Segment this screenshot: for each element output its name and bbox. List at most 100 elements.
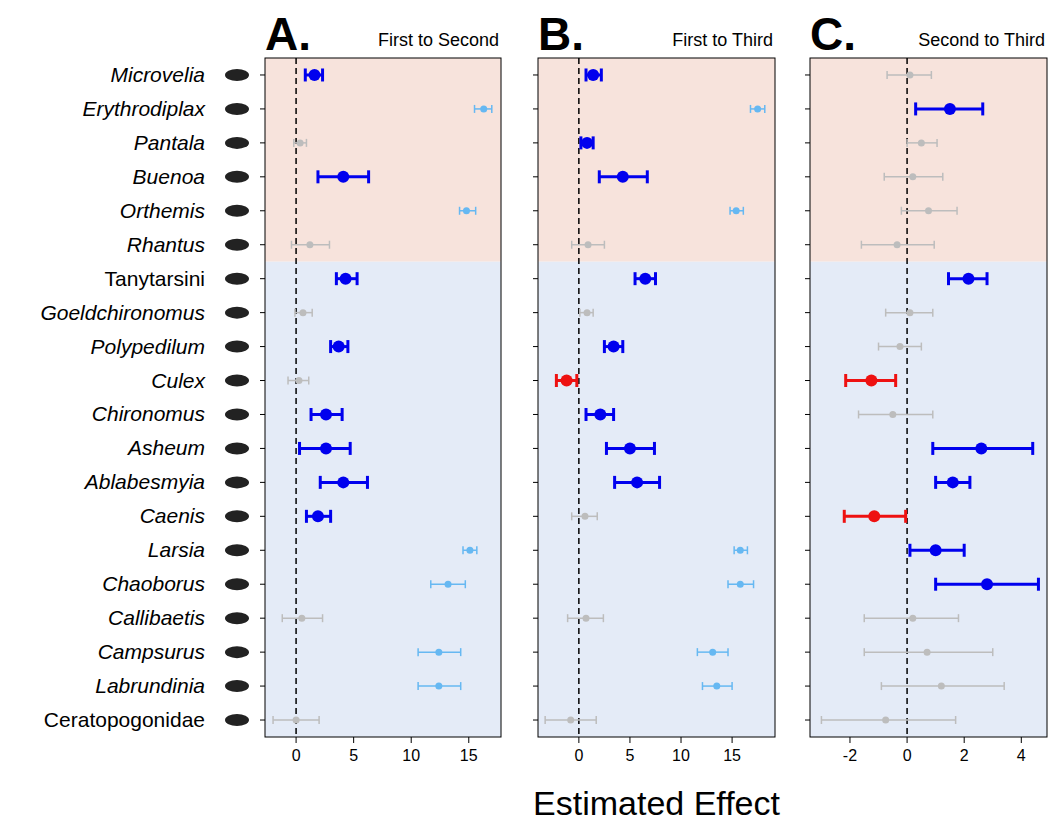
x-tick — [578, 737, 579, 743]
point — [298, 615, 305, 622]
point — [337, 476, 349, 488]
point — [909, 173, 916, 180]
error-bar — [864, 648, 992, 656]
y-tick — [533, 176, 538, 177]
error-cap — [885, 309, 887, 317]
error-bar — [311, 408, 342, 421]
error-cap — [291, 241, 293, 249]
error-cap — [697, 648, 699, 656]
error-cap — [931, 442, 934, 455]
error-bar — [568, 614, 604, 622]
error-cap — [934, 578, 937, 591]
point — [865, 375, 877, 387]
category-label: Microvelia — [110, 63, 205, 86]
error-cap — [653, 442, 656, 455]
y-tick — [260, 516, 265, 517]
point — [581, 513, 588, 520]
y-tick — [805, 380, 810, 381]
error-bar — [901, 207, 957, 215]
error-cap — [933, 241, 935, 249]
background-top — [265, 58, 501, 262]
error-cap — [555, 374, 558, 387]
x-tick-label: 2 — [960, 747, 969, 764]
error-cap — [598, 170, 601, 183]
error-cap — [864, 648, 866, 656]
y-tick — [533, 142, 538, 143]
y-tick — [260, 346, 265, 347]
error-cap — [460, 682, 462, 690]
error-bar — [545, 716, 596, 724]
y-tick — [260, 550, 265, 551]
icon — [225, 680, 249, 692]
error-bar — [635, 272, 655, 285]
y-tick — [533, 108, 538, 109]
error-cap — [603, 614, 605, 622]
category-label: Labrundinia — [95, 674, 205, 697]
error-cap — [305, 510, 308, 523]
error-cap — [417, 648, 419, 656]
point — [947, 476, 959, 488]
y-tick — [533, 74, 538, 75]
panel-letter: C. — [810, 8, 856, 60]
x-tick — [907, 737, 908, 743]
y-tick — [260, 142, 265, 143]
error-bar — [728, 580, 754, 588]
error-cap — [621, 340, 624, 353]
error-cap — [605, 442, 608, 455]
y-tick — [805, 516, 810, 517]
error-cap — [310, 408, 313, 421]
point — [624, 442, 636, 454]
point — [896, 343, 903, 350]
point — [868, 510, 880, 522]
y-tick — [805, 414, 810, 415]
panel: MicroveliaErythrodiplaxPantalaBuenoaOrth… — [40, 8, 501, 764]
error-bar — [418, 682, 461, 690]
category-label: Polypedilum — [91, 335, 205, 358]
error-cap — [430, 580, 432, 588]
x-tick — [1021, 737, 1022, 743]
y-tick — [533, 210, 538, 211]
point — [962, 273, 974, 285]
error-bar — [431, 580, 466, 588]
error-cap — [936, 139, 938, 147]
panel-title: First to Second — [378, 30, 499, 50]
y-tick — [805, 312, 810, 313]
error-cap — [308, 377, 310, 385]
error-bar — [556, 374, 576, 387]
y-tick — [533, 244, 538, 245]
panel: 051015B.First to ThirdEstimated Effect — [533, 8, 781, 822]
error-bar — [859, 410, 933, 418]
error-cap — [702, 682, 704, 690]
y-tick — [260, 312, 265, 313]
x-tick-label: 5 — [349, 747, 358, 764]
point — [340, 273, 352, 285]
error-cap — [942, 173, 944, 181]
category-label: Callibaetis — [108, 606, 205, 629]
error-cap — [821, 716, 823, 724]
error-bar — [305, 68, 322, 81]
error-bar — [581, 136, 593, 149]
x-tick-label: 10 — [672, 747, 690, 764]
y-tick — [805, 176, 810, 177]
error-cap — [646, 170, 649, 183]
error-cap — [585, 68, 588, 81]
icon — [225, 171, 249, 183]
point — [713, 683, 720, 690]
point — [889, 411, 896, 418]
y-tick — [805, 142, 810, 143]
point — [709, 649, 716, 656]
error-cap — [335, 272, 338, 285]
y-tick — [533, 448, 538, 449]
x-tick — [353, 737, 354, 743]
error-bar — [821, 716, 955, 724]
error-cap — [613, 476, 616, 489]
x-tick — [849, 737, 850, 743]
figure: MicroveliaErythrodiplaxPantalaBuenoaOrth… — [0, 0, 1052, 827]
error-cap — [567, 614, 569, 622]
error-bar — [730, 207, 743, 215]
category-label: Erythrodiplax — [82, 97, 206, 120]
error-bar — [475, 105, 492, 113]
point — [337, 171, 349, 183]
y-tick — [805, 550, 810, 551]
point — [584, 309, 591, 316]
